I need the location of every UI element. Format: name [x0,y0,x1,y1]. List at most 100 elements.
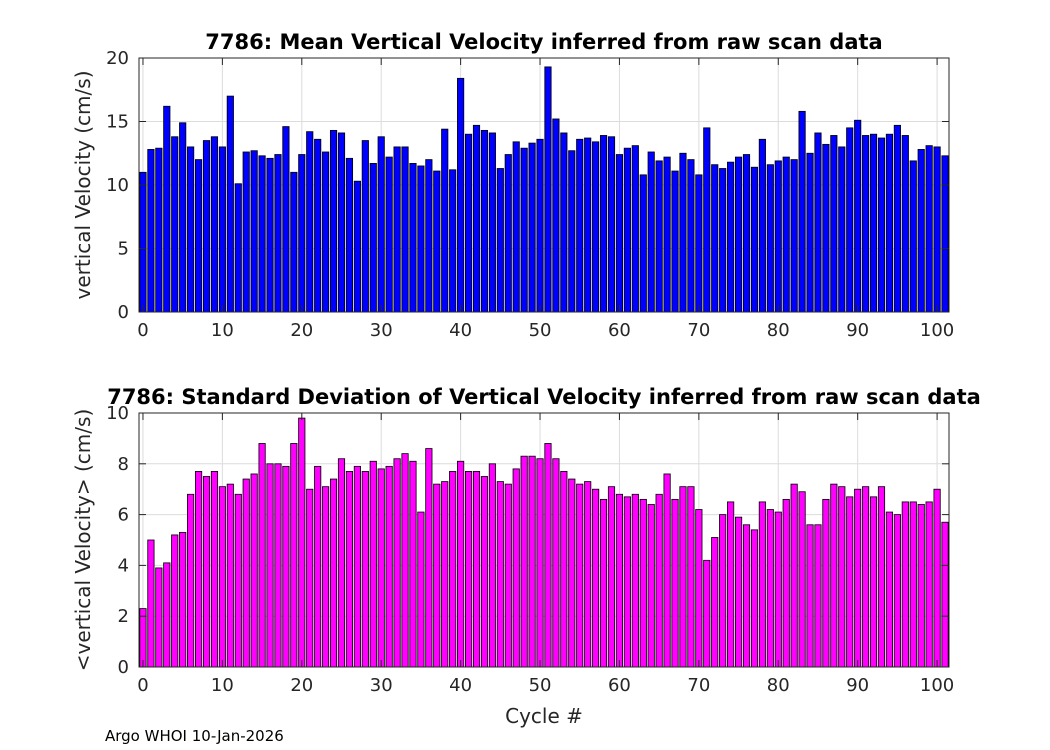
std-velocity-bar [218,486,226,668]
std-velocity-bar [734,516,743,668]
mean-velocity-bar [877,137,886,313]
std-velocity-bar [869,496,878,668]
std-velocity-bar [353,465,361,668]
std-velocity-x-tick-label: 30 [370,675,393,696]
std-velocity-bar [615,493,624,668]
std-velocity-bar [671,498,679,668]
std-velocity-bar [298,417,306,668]
mean-velocity-x-tick-label: 40 [449,320,472,341]
std-velocity-bar [369,460,377,668]
mean-velocity-bar [210,136,219,313]
mean-velocity-bar [202,140,211,313]
std-velocity-bar [377,468,385,668]
mean-velocity-x-tick-label: 50 [529,320,552,341]
std-velocity-bar [163,562,171,668]
std-velocity-x-tick-label: 10 [211,675,234,696]
std-velocity-bar [846,496,854,668]
std-velocity-bar [306,488,314,668]
mean-velocity-bar [433,170,441,313]
std-velocity-bar [441,481,449,668]
std-velocity-bar [337,458,346,668]
std-velocity-title: 7786: Standard Deviation of Vertical Vel… [107,385,981,409]
mean-velocity-bar [250,150,258,313]
mean-velocity-x-tick-label: 0 [137,320,148,341]
std-velocity-bar [147,539,155,668]
mean-velocity-bar [592,141,600,313]
std-velocity-bar [314,465,322,668]
mean-velocity-bar [599,135,608,313]
std-velocity-bar [345,471,354,668]
mean-velocity-bar [449,169,457,313]
mean-velocity-bar [179,122,187,313]
mean-velocity-y-tick-label: 10 [106,175,129,196]
mean-velocity-x-tick-label: 100 [920,320,954,341]
mean-velocity-bar [417,165,425,313]
mean-velocity-bar [322,151,330,313]
mean-velocity-x-tick-label: 30 [370,320,393,341]
std-velocity-bar [584,481,592,668]
std-velocity-bar [822,498,830,668]
std-velocity-bar [623,496,631,668]
mean-velocity-bar [758,138,766,313]
mean-velocity-y-tick-label: 15 [106,112,129,133]
mean-velocity-bar [639,174,647,313]
std-velocity-bar [742,524,751,668]
std-velocity-bar [282,465,290,668]
std-velocity-bar [576,483,584,668]
std-velocity-bar [210,471,219,668]
std-velocity-bar [290,443,298,668]
mean-velocity-x-tick-label: 70 [687,320,710,341]
std-velocity-bar [854,488,862,668]
mean-velocity-bar [385,156,393,313]
mean-velocity-y-axis-label: vertical Velocity (cm/s) [71,71,95,300]
std-velocity-x-tick-label: 50 [529,675,552,696]
mean-velocity-bar [671,170,679,313]
std-velocity-bar [679,486,687,668]
mean-velocity-bar [615,154,624,313]
std-velocity-bar [179,531,187,668]
std-velocity-bar [274,463,282,668]
mean-velocity-bar [155,147,163,313]
std-velocity-bar [568,478,576,668]
std-velocity-bar [607,486,616,668]
mean-velocity-bar [631,145,639,313]
std-velocity-bar [552,458,560,668]
mean-velocity-bar [806,152,814,313]
std-velocity-y-tick-label: 8 [118,454,129,475]
std-velocity-bar [194,471,203,668]
mean-velocity-bar [218,146,226,313]
std-velocity-bar [488,463,496,668]
std-velocity-bar [496,481,504,668]
std-velocity-bar [790,483,798,668]
mean-velocity-bar [345,157,354,313]
mean-velocity-y-ticks: 0 5 10 15 20 [106,48,949,323]
mean-velocity-bar [941,155,949,313]
mean-velocity-bar [885,133,894,313]
std-velocity-bar [695,509,703,668]
std-velocity-bar [925,501,933,668]
std-velocity-bar [838,486,846,668]
mean-velocity-bar [711,164,719,313]
std-velocity-bar [758,501,766,668]
mean-velocity-bar [846,127,854,313]
std-velocity-bar [528,455,536,668]
mean-velocity-bar [409,163,417,313]
mean-velocity-bar [528,142,536,313]
mean-velocity-bar [306,131,314,313]
std-velocity-bar [893,514,901,668]
mean-velocity-bar [401,146,409,313]
std-velocity-bar [727,501,735,668]
mean-velocity-bar [750,166,759,313]
mean-velocity-bar [703,127,711,313]
std-velocity-bar [457,460,465,668]
mean-velocity-bar [814,132,822,313]
mean-velocity-x-ticks: 0 10 20 30 40 50 60 70 80 90 100 [137,58,954,341]
mean-velocity-bar [568,150,576,313]
mean-velocity-bar [171,136,179,313]
std-velocity-bar [520,455,528,668]
std-velocity-bar [774,511,782,668]
mean-velocity-bar [925,145,933,313]
std-velocity-bar [830,483,838,668]
std-velocity-bar [647,504,655,668]
